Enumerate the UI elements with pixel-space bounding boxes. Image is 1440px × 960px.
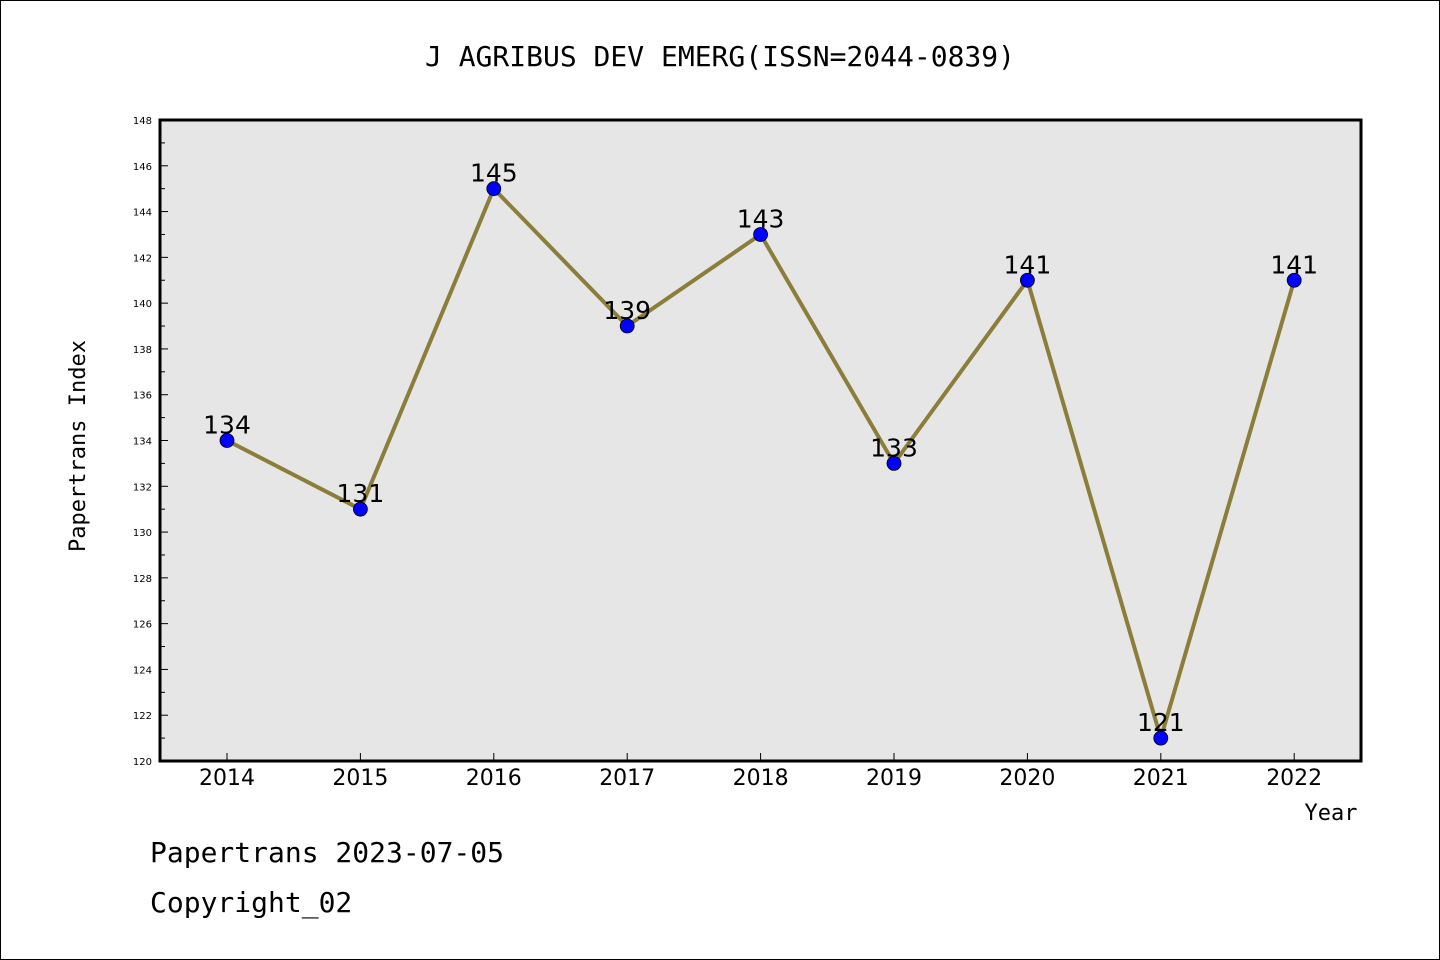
data-label-2014: 134 <box>203 411 251 440</box>
x-tick-label: 2020 <box>999 766 1055 791</box>
y-tick-label: 136 <box>133 391 152 402</box>
data-point-2022 <box>1286 272 1302 288</box>
y-tick-label: 140 <box>133 299 152 310</box>
y-tick-label: 138 <box>133 345 152 356</box>
x-tick-label: 2017 <box>599 766 655 791</box>
x-tick-label: 2015 <box>332 766 388 791</box>
plot-border <box>158 118 1363 763</box>
x-tick-label: 2022 <box>1266 766 1322 791</box>
x-tick-label: 2018 <box>733 766 789 791</box>
y-tick-label: 128 <box>133 574 152 585</box>
data-point-2021 <box>1153 730 1169 746</box>
data-label-2022: 141 <box>1270 250 1318 279</box>
data-label-2019: 133 <box>870 433 918 462</box>
y-tick-label: 122 <box>133 711 152 722</box>
data-point-2017 <box>619 318 635 334</box>
data-label-2020: 141 <box>1004 250 1052 279</box>
y-tick-label: 134 <box>133 437 152 448</box>
y-tick-label: 142 <box>133 253 152 264</box>
x-tick-label: 2016 <box>466 766 522 791</box>
data-label-2018: 143 <box>737 204 785 233</box>
y-tick-label: 130 <box>133 528 152 539</box>
y-tick-label: 124 <box>133 665 152 676</box>
data-label-2015: 131 <box>337 479 385 508</box>
footer-date: Papertrans 2023-07-05 <box>150 836 505 869</box>
plot-area <box>160 120 1361 761</box>
x-tick-label: 2021 <box>1133 766 1189 791</box>
y-tick-label: 120 <box>133 757 152 768</box>
x-axis-label: Year <box>1305 801 1358 826</box>
data-point-2016 <box>486 181 502 197</box>
y-tick-label: 148 <box>133 116 152 127</box>
y-tick-label: 132 <box>133 482 152 493</box>
y-tick-label: 144 <box>133 208 152 219</box>
y-tick-label: 126 <box>133 620 152 631</box>
data-point-2018 <box>753 227 768 242</box>
data-point-2014 <box>219 433 235 448</box>
y-tick-label: 146 <box>133 162 152 173</box>
footer-copyright: Copyright_02 <box>150 886 353 919</box>
data-label-2017: 139 <box>603 296 651 325</box>
data-point-2015 <box>352 501 368 517</box>
data-label-2016: 145 <box>470 159 518 188</box>
data-label-2021: 121 <box>1137 708 1185 737</box>
x-axis: 2014 2015 2016 2017 2018 2019 2020 2021 2022 <box>199 753 1322 791</box>
x-tick-label: 2019 <box>866 766 922 791</box>
data-point-2019 <box>886 455 902 471</box>
data-point-2020 <box>1020 272 1035 288</box>
y-axis-label: Papertrans Index <box>66 340 91 552</box>
chart-title: J AGRIBUS DEV EMERG(ISSN=2044-0839) <box>425 40 1015 73</box>
x-tick-label: 2014 <box>199 766 255 791</box>
series-papertrans-index: 134 131 145 139 143 133 141 121 141 <box>203 159 1318 746</box>
